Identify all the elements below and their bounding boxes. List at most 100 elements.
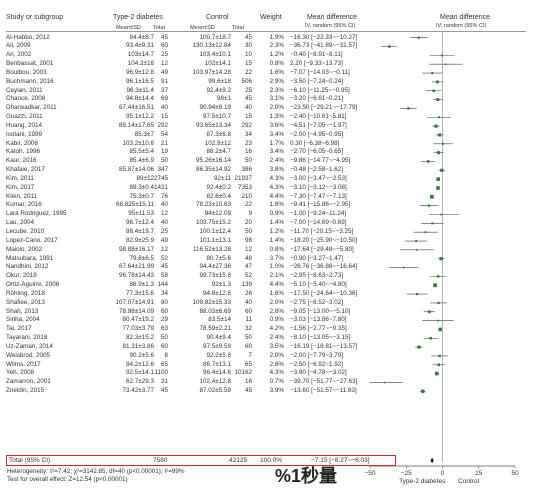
effect-marker [433, 283, 437, 288]
g2-n: 50 [244, 334, 252, 342]
g1-mean: 82.9±25.9 [126, 236, 154, 244]
effect-marker [435, 371, 439, 376]
g2-mean: 87.3±6.8 [206, 130, 231, 138]
g1-mean: 77.3±15.6 [126, 289, 154, 297]
table-row: Ali, 2009 93.4±9.31 60 130.13±12.84 30 2.3% −3… [0, 42, 536, 50]
header-g1-mean: Mean±SD [116, 25, 141, 31]
g1-mean: 85.3±7 [134, 130, 154, 138]
weight: 1.7% [269, 139, 284, 147]
g1-mean: 89.14±17.65 [119, 121, 154, 129]
g2-n: 7 [248, 351, 252, 359]
study-name: Al-Habbo, 2012 [6, 33, 50, 41]
md-ci: −26.76 [−36.88~−16.64] [290, 263, 358, 271]
g1-mean: 96.9±12.8 [126, 68, 154, 76]
g1-mean: 62.7±29.3 [126, 378, 154, 386]
g2-mean: 92.4±9.2 [206, 86, 231, 94]
g1-n: 37 [160, 86, 168, 94]
g1-mean: 73.42±3.77 [122, 387, 154, 395]
g2-n: 506 [241, 77, 252, 85]
md-ci: −3.10 [−3.12~−3.08] [290, 183, 347, 191]
g1-mean: 68.825±15.11 [115, 201, 154, 209]
g1-n: 40 [160, 219, 168, 227]
effect-marker [417, 345, 421, 349]
weight: 3.6% [269, 121, 284, 129]
effect-marker [416, 249, 418, 251]
g2-n: 10162 [234, 369, 252, 377]
g2-mean: 93.65±13.34 [196, 121, 231, 129]
study-name: Lecube, 2010 [6, 227, 45, 235]
g1-mean: 89.3±0.4 [129, 183, 154, 191]
effect-marker [437, 151, 441, 155]
table-row: Buchmann, 2016 96.1±16.5 91 99.6±18 506 2.9% −… [0, 78, 536, 86]
weight: 4.4% [269, 192, 284, 200]
g2-mean: 78.23±10.63 [196, 201, 231, 209]
g1-mean: 92.5±14.1 [126, 369, 154, 377]
g1-n: 58 [160, 272, 168, 280]
overall-effect-note: Test for overall effect: Z=12.54 (p<0.00… [7, 476, 128, 483]
g1-n: 34 [160, 289, 168, 297]
weight: 1.8% [269, 201, 284, 209]
table-row: Kim, 2011 89±12 2745 92±11 21937 4.3% −3.00 [−… [0, 175, 536, 183]
weight: 2.0% [269, 104, 284, 112]
g1-n: 60 [160, 307, 168, 315]
g1-n: 76 [160, 192, 168, 200]
md-ci: −0.40 [−8.91~8.11] [290, 51, 343, 59]
g2-n: 10 [244, 51, 252, 59]
weight: 2.3% [269, 42, 284, 50]
total-g2-n: 42125 [229, 457, 248, 464]
study-name: Boulbou, 2003 [6, 68, 47, 76]
g1-mean: 86.9±1.3 [129, 281, 154, 289]
weight: 0.9% [269, 316, 284, 324]
md-ci: 2.20 [−9.33~13.73] [290, 60, 343, 68]
g2-mean: 88.2±4.7 [206, 148, 231, 156]
pooled-diamond [430, 457, 434, 464]
g1-n: 12 [160, 60, 168, 68]
table-row: Al-Habbo, 2012 84.4±8.7 45 100.7±18.7 45 1.9%… [0, 34, 536, 42]
table-row: Röhling, 2018 77.3±15.6 34 94.8±12.6 26 1.6% −… [0, 290, 536, 298]
g1-mean: 93.4±9.31 [126, 42, 154, 50]
table-row: Nandhini, 2012 67.64±21.99 45 94.4±27.36 47 1… [0, 263, 536, 271]
weight: 1.0% [269, 263, 284, 271]
effect-marker [431, 222, 434, 225]
g2-n: 40 [244, 104, 252, 112]
md-ci: −4.51 [−7.05~−1.97] [290, 121, 347, 129]
g2-n: 16 [244, 378, 252, 386]
table-row: Kaur, 2016 85.4±6.9 50 95.26±16.14 50 2.4% −9.… [0, 157, 536, 165]
table-row: Matsubara, 1991 79.8±6.5 52 80.7±5.6 48 3.7% −… [0, 255, 536, 263]
md-ci: −17.50 [−24.64~−10.36] [290, 289, 358, 297]
header-group1: Type-2 diabetes [113, 14, 163, 21]
g1-n: 45 [160, 387, 168, 395]
weight: 3.9% [269, 387, 284, 395]
md-ci: −9.41 [−15.86~−2.95] [290, 201, 351, 209]
table-row: Chance, 2008 94.8±14.4 69 98±1 45 3.1% −3.20 [… [0, 95, 536, 103]
weight: 1.3% [269, 113, 284, 121]
g1-mean: 77.03±3.79 [122, 325, 154, 333]
g2-n: 98 [244, 236, 252, 244]
g2-mean: 78.59±2.21 [199, 325, 231, 333]
effect-marker [440, 54, 443, 57]
study-name: Maiolo, 2002 [6, 245, 43, 253]
g1-n: 8 [164, 351, 168, 359]
g1-n: 52 [160, 254, 168, 262]
weight: 1.9% [269, 33, 284, 41]
md-ci: −2.40 [−10.61~5.81] [290, 113, 347, 121]
study-name: Tai, 2017 [6, 325, 32, 333]
g2-n: 50 [244, 157, 252, 165]
table-row: Shafiee, 2013 107.07±14.91 80 109.82±15.33 4… [0, 299, 536, 307]
weight: 2.8% [269, 307, 284, 315]
g2-n: 25 [244, 86, 252, 94]
weight: 0.9% [269, 210, 284, 218]
g2-n: 22 [244, 68, 252, 76]
g1-mean: 96.3±11.4 [126, 86, 155, 94]
table-row: Ortiz-Aguirre, 2006 86.9±1.3 144 92±1.3 139 4… [0, 281, 536, 289]
md-ci: −2.75 [−8.52~3.02] [290, 298, 344, 306]
effect-marker [431, 72, 434, 75]
heterogeneity-note: Heterogeneity: τ²=7.42; χ²=3142.85, df=4… [7, 468, 185, 475]
study-name: Lau, 2004 [6, 219, 35, 227]
md-ci: −1.56 [−2.77~−0.35] [290, 325, 347, 333]
g2-n: 60 [244, 342, 252, 350]
g2-mean: 86.7±13.1 [203, 360, 231, 368]
g2-mean: 103.4±10.1 [199, 51, 231, 59]
g1-n: 29 [160, 316, 168, 324]
study-name: Chance, 2008 [6, 95, 46, 103]
